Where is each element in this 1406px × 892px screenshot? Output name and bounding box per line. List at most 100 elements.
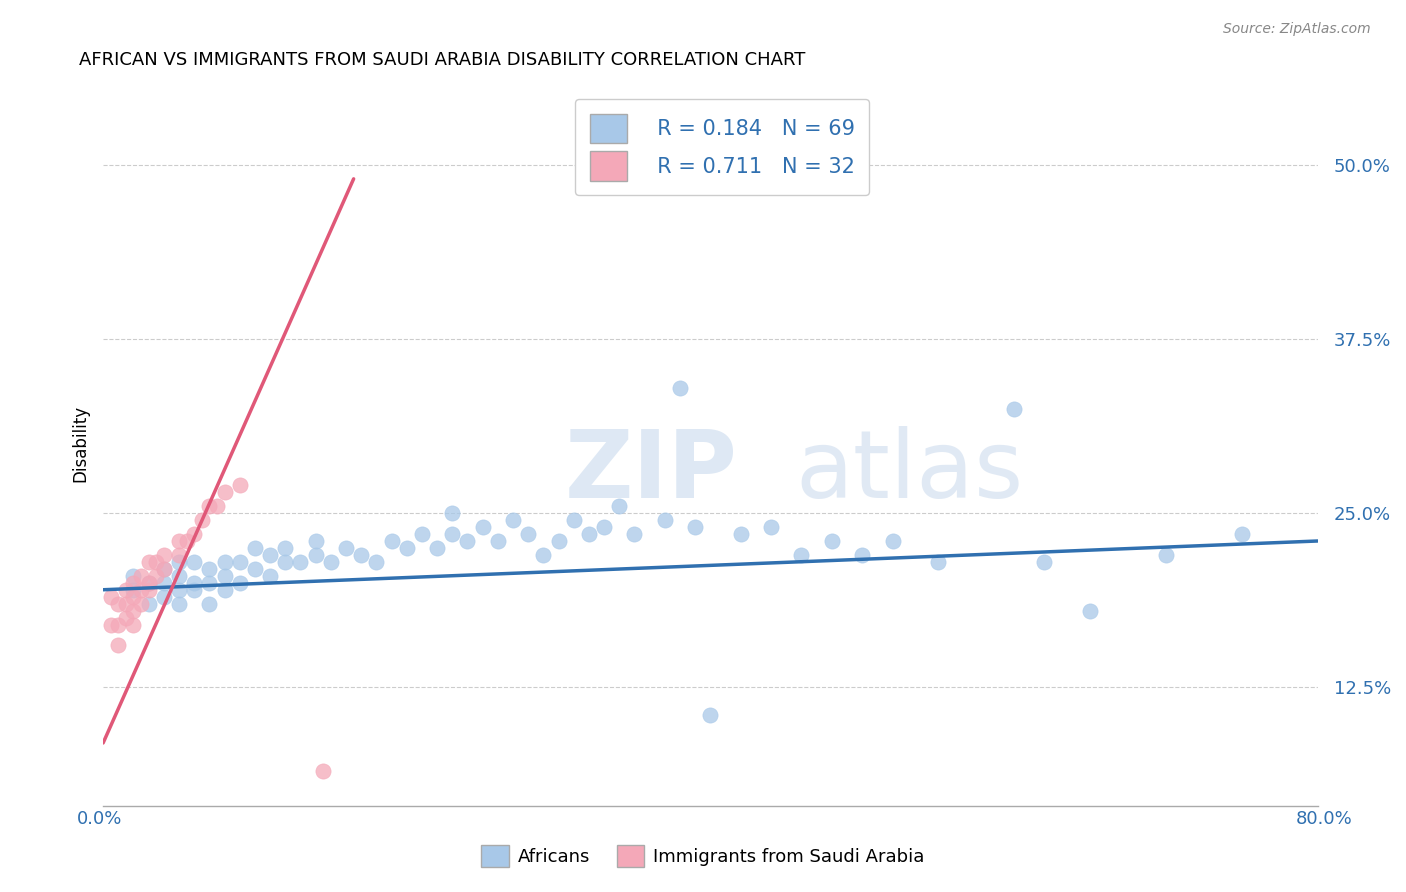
Point [790,548,813,562]
Point [167,597,190,611]
Point [115,597,138,611]
Point [562,513,585,527]
Point [381,533,404,548]
Text: 0.0%: 0.0% [77,810,122,828]
Point [138,575,160,590]
Point [122,617,145,632]
Point [122,582,145,597]
Legend:   R = 0.184   N = 69,   R = 0.711   N = 32: R = 0.184 N = 69, R = 0.711 N = 32 [575,99,869,195]
Point [122,575,145,590]
Point [122,569,145,583]
Point [198,575,221,590]
Point [274,541,297,555]
Point [730,527,752,541]
Point [882,533,904,548]
Point [683,520,706,534]
Point [145,569,167,583]
Point [214,582,236,597]
Point [167,548,190,562]
Point [927,555,949,569]
Point [305,533,328,548]
Point [821,533,844,548]
Point [486,533,509,548]
Point [1154,548,1177,562]
Point [198,499,221,513]
Point [229,478,252,492]
Point [214,555,236,569]
Point [517,527,540,541]
Point [205,499,228,513]
Point [129,597,152,611]
Text: AFRICAN VS IMMIGRANTS FROM SAUDI ARABIA DISABILITY CORRELATION CHART: AFRICAN VS IMMIGRANTS FROM SAUDI ARABIA … [79,51,806,69]
Point [167,533,190,548]
Point [100,617,122,632]
Text: ZIP: ZIP [565,426,738,518]
Legend: Africans, Immigrants from Saudi Arabia: Africans, Immigrants from Saudi Arabia [474,838,932,874]
Point [153,575,176,590]
Point [1033,555,1056,569]
Point [1230,527,1253,541]
Y-axis label: Disability: Disability [72,405,89,482]
Text: 80.0%: 80.0% [1296,810,1353,828]
Point [243,541,266,555]
Point [1078,604,1101,618]
Point [531,548,554,562]
Point [319,555,342,569]
Point [699,708,721,723]
Point [129,582,152,597]
Point [138,555,160,569]
Point [153,590,176,604]
Point [593,520,616,534]
Point [214,569,236,583]
Point [441,527,464,541]
Point [578,527,600,541]
Point [350,548,373,562]
Point [426,541,449,555]
Point [153,562,176,576]
Point [1002,401,1025,416]
Point [654,513,676,527]
Point [229,555,252,569]
Point [305,548,328,562]
Point [107,597,129,611]
Point [183,527,205,541]
Point [115,610,138,624]
Point [274,555,297,569]
Point [183,575,205,590]
Point [456,533,478,548]
Point [138,597,160,611]
Point [198,597,221,611]
Point [243,562,266,576]
Text: Source: ZipAtlas.com: Source: ZipAtlas.com [1223,22,1371,37]
Text: atlas: atlas [796,426,1024,518]
Point [547,533,569,548]
Point [669,381,692,395]
Point [107,639,129,653]
Point [607,499,630,513]
Point [441,506,464,520]
Point [115,582,138,597]
Point [851,548,873,562]
Point [167,555,190,569]
Point [229,575,252,590]
Point [138,582,160,597]
Point [122,590,145,604]
Point [183,555,205,569]
Point [335,541,357,555]
Point [395,541,418,555]
Point [198,562,221,576]
Point [471,520,494,534]
Point [312,764,335,778]
Point [167,569,190,583]
Point [411,527,433,541]
Point [759,520,782,534]
Point [214,485,236,500]
Point [366,555,388,569]
Point [259,548,281,562]
Point [153,562,176,576]
Point [176,533,198,548]
Point [100,590,122,604]
Point [167,582,190,597]
Point [183,582,205,597]
Point [138,575,160,590]
